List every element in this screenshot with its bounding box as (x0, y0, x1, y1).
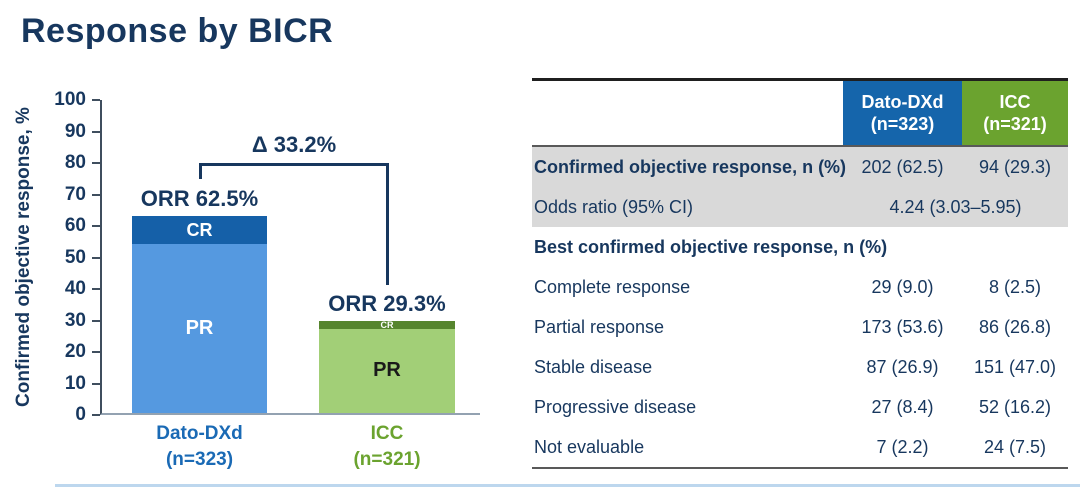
response-table: Dato-DXd (n=323) ICC (n=321) Confirmed o… (532, 78, 1068, 469)
bracket-horizontal-line (199, 163, 389, 166)
y-tick-mark (92, 319, 100, 322)
y-tick-label: 50 (64, 246, 86, 268)
y-tick-label: 80 (64, 152, 86, 173)
bar-segment-pr-dato: PR (132, 244, 267, 413)
section-label: Best confirmed objective response, n (%) (534, 236, 888, 257)
y-tick-label: 100 (54, 89, 86, 110)
row-value-dato: 7 (2.2) (876, 436, 929, 457)
bar-dato-dxd: ORR 62.5% CR PR (132, 186, 267, 413)
y-tick-label: 20 (64, 341, 86, 362)
y-axis-label: Confirmed objective response, % (13, 107, 34, 407)
x-axis-label-dato: Dato-DXd (n=323) (132, 421, 267, 472)
row-label: Complete response (534, 276, 691, 297)
row-label: Progressive disease (534, 396, 697, 417)
y-tick-label: 90 (64, 120, 86, 142)
y-tick-mark (92, 414, 100, 416)
x-label-dato-line2: (n=323) (165, 448, 234, 470)
y-tick-label: 0 (75, 404, 86, 425)
bracket-right-tick (386, 163, 389, 285)
table-row: Odds ratio (95% CI) 4.24 (3.03–5.95) (532, 187, 1068, 227)
x-label-icc-line1: ICC (370, 423, 404, 444)
segment-label-pr-dato: PR (185, 317, 214, 340)
row-label: Stable disease (534, 356, 653, 377)
row-label: Partial response (534, 316, 665, 337)
bar-segment-pr-icc: PR (319, 328, 455, 413)
row-value-merged: 4.24 (3.03–5.95) (889, 196, 1022, 217)
segment-label-pr-icc: PR (373, 359, 401, 382)
y-tick-mark (92, 193, 100, 196)
table-row: Not evaluable 7 (2.2) 24 (7.5) (532, 427, 1068, 467)
row-value-dato: 27 (8.4) (871, 396, 934, 417)
y-tick-mark (92, 382, 100, 385)
y-tick-mark (92, 162, 100, 164)
delta-annotation: Δ 33.2% (251, 132, 337, 157)
y-tick-mark (92, 351, 100, 353)
y-tick-mark (92, 288, 100, 290)
x-axis-label-icc: ICC (n=321) (319, 421, 455, 472)
bar-segment-cr-icc: CR (319, 319, 455, 330)
table-row: Complete response 29 (9.0) 8 (2.5) (532, 267, 1068, 307)
table-section-row: Best confirmed objective response, n (%) (532, 227, 1068, 267)
header-dato-line2: (n=323) (870, 114, 935, 134)
page-title: Response by BICR (21, 12, 334, 50)
header-icc-line1: ICC (999, 91, 1031, 112)
bar-segment-cr-dato: CR (132, 216, 267, 245)
y-tick-label: 40 (64, 278, 86, 299)
x-label-icc-line2: (n=321) (353, 448, 421, 470)
segment-label-cr-dato: CR (186, 219, 213, 240)
row-value-dato: 87 (26.9) (866, 356, 939, 377)
table-row: Confirmed objective response, n (%) 202 … (532, 147, 1068, 187)
row-label: Odds ratio (95% CI) (534, 196, 694, 217)
table-row: Partial response 173 (53.6) 86 (26.8) (532, 307, 1068, 347)
header-icc-line2: (n=321) (983, 114, 1047, 134)
row-value-icc: 86 (26.8) (978, 316, 1052, 337)
row-value-dato: 29 (9.0) (871, 276, 934, 297)
row-value-icc: 94 (29.3) (978, 156, 1052, 177)
orr-bar-chart: Confirmed objective response, % Δ 33.2% … (0, 85, 525, 490)
bar-icc: ORR 29.3% CR PR (319, 291, 455, 413)
y-tick-mark (92, 99, 100, 101)
row-value-dato: 202 (62.5) (861, 156, 944, 177)
segment-label-cr-icc: CR (380, 319, 394, 330)
y-tick-label: 10 (64, 372, 86, 394)
y-tick-mark (92, 225, 100, 227)
x-label-dato-line1: Dato-DXd (156, 423, 243, 444)
orr-label-dato: ORR 62.5% (140, 186, 259, 212)
row-value-icc: 151 (47.0) (973, 356, 1057, 377)
y-tick-label: 30 (64, 309, 86, 331)
y-tick-label: 70 (64, 183, 86, 205)
y-tick-mark (92, 256, 100, 259)
table-header-dato: Dato-DXd (n=323) (843, 81, 962, 145)
table-row: Progressive disease 27 (8.4) 52 (16.2) (532, 387, 1068, 427)
row-value-icc: 8 (2.5) (988, 276, 1042, 297)
bracket-left-tick (199, 163, 202, 179)
footer-divider-line (55, 484, 1080, 487)
table-header-icc: ICC (n=321) (962, 81, 1068, 145)
row-label: Not evaluable (534, 436, 645, 457)
table-row: Stable disease 87 (26.9) 151 (47.0) (532, 347, 1068, 387)
row-label: Confirmed objective response, n (%) (534, 156, 847, 177)
row-value-icc: 24 (7.5) (983, 436, 1047, 457)
row-value-icc: 52 (16.2) (978, 396, 1052, 417)
table-header-row: Dato-DXd (n=323) ICC (n=321) (532, 81, 1068, 147)
y-tick-mark (92, 130, 100, 133)
row-value-dato: 173 (53.6) (861, 316, 944, 337)
y-tick-label: 60 (64, 215, 86, 236)
orr-label-icc: ORR 29.3% (328, 290, 446, 316)
header-dato-line1: Dato-DXd (861, 91, 944, 112)
plot-area: Δ 33.2% ORR 62.5% CR PR ORR 29.3% CR (54, 89, 480, 470)
table-bottom-border (532, 467, 1068, 469)
